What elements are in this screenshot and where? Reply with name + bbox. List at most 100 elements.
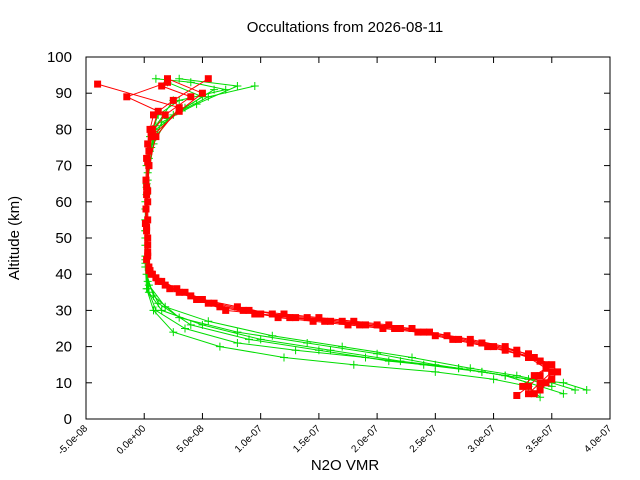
data-point [147,129,155,137]
x-tick-label: 3.5e-07 [524,423,556,455]
data-point [151,74,160,83]
data-point [251,310,259,318]
data-point [478,339,486,347]
data-point [233,82,242,90]
data-point [274,314,282,322]
data-point [536,357,544,365]
y-tick-label: 70 [55,158,72,175]
data-point [268,310,276,318]
data-point [210,299,218,307]
data-point [501,371,510,380]
data-point [548,368,556,376]
data-point [466,335,474,343]
data-point [542,364,550,372]
y-tick-label: 10 [55,375,72,392]
data-point [513,392,521,399]
data-point [144,140,152,148]
data-point [144,234,152,242]
data-point [143,154,151,162]
x-tick-label: 1.5e-07 [291,423,323,455]
data-point [536,386,544,394]
data-point [147,133,155,141]
data-point [198,320,207,329]
data-point [198,296,206,303]
data-point [144,252,152,260]
data-point [525,350,532,358]
data-point [385,321,393,329]
chart-title: Occultations from 2026-08-11 [247,19,444,36]
data-point [338,342,347,351]
data-point [193,296,201,303]
data-point [490,343,498,351]
data-point [525,390,532,398]
data-point [455,335,463,343]
data-point [391,325,399,332]
y-tick-label: 60 [55,194,72,211]
data-point [94,80,102,88]
data-point [148,125,156,133]
data-point [233,328,242,337]
data-point [484,343,492,351]
data-point [536,393,545,402]
data-point [408,325,416,332]
data-point [204,299,212,307]
data-point [512,371,521,380]
data-point [141,220,149,227]
x-tick-label: 2.0e-07 [349,423,381,455]
data-point [396,325,404,332]
data-point [210,85,219,94]
data-point [145,162,153,170]
data-point [454,364,463,373]
data-point [268,331,277,340]
data-point [426,328,433,336]
data-point [519,382,527,390]
series-red-squares [94,75,562,399]
data-point [175,74,184,83]
y-tick-label: 90 [55,85,72,102]
data-point [513,350,521,358]
data-point [144,288,153,297]
x-tick-label: 2.5e-07 [408,423,440,455]
data-point [215,342,224,351]
data-point [145,147,153,155]
data-point [123,93,131,101]
y-tick-label: 0 [64,411,72,428]
axis-ticks [85,56,611,420]
y-tick-label: 40 [55,266,72,283]
data-point [361,353,370,362]
y-tick-label: 30 [55,302,72,319]
data-point [256,335,265,344]
y-tick-label: 20 [55,339,72,356]
data-point [250,82,259,90]
data-point [396,357,405,366]
data-point [582,386,591,394]
data-point [536,379,544,387]
data-point [181,324,189,333]
data-point [175,104,183,112]
data-point [186,78,195,87]
data-point [559,378,568,387]
data-point [530,372,538,380]
data-point [303,314,311,322]
data-point [362,321,369,329]
data-point [233,339,242,347]
data-profiles [94,74,591,402]
data-point [216,303,224,311]
data-point [186,320,195,329]
data-point [548,375,556,383]
data-point [379,325,387,332]
data-point [280,353,288,362]
data-point [356,321,364,329]
data-point [143,256,151,264]
data-point [233,303,241,311]
y-tick-label: 80 [55,121,72,138]
data-point [280,310,288,318]
y-tick-label: 100 [47,49,72,66]
data-point [530,390,538,398]
data-point [373,349,382,358]
data-point [501,346,509,354]
data-point [286,314,294,322]
data-point [187,292,195,300]
data-point [349,360,358,369]
